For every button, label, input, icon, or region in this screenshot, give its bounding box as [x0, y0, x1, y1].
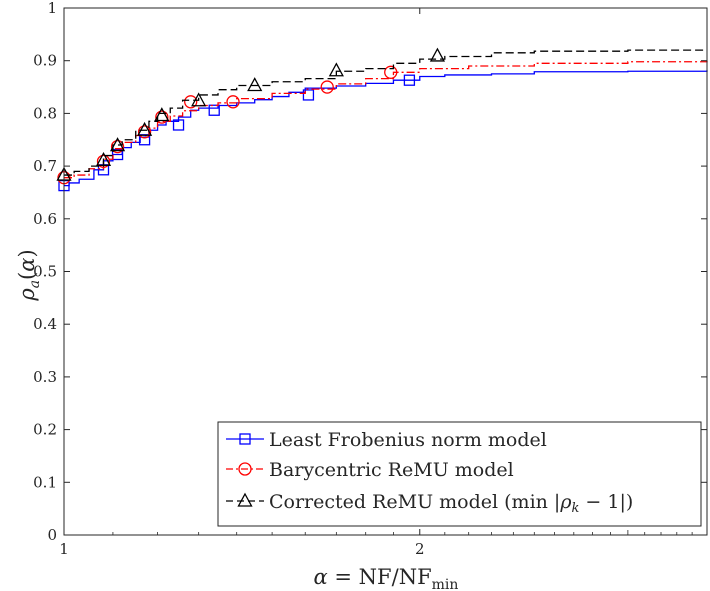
circle-marker — [137, 125, 152, 139]
series-line-1 — [64, 60, 708, 179]
triangle-marker — [328, 62, 344, 77]
triangle-marker-icon — [237, 492, 253, 507]
series-line-0 — [64, 70, 708, 187]
square-marker — [403, 74, 416, 86]
triangle-marker — [109, 137, 126, 152]
y-tick-label: 0.6 — [33, 210, 57, 228]
legend-label-barycentric: Barycentric ReMU model — [269, 459, 514, 481]
legend-label-corrected: Corrected ReMU model (min |ρk − 1|) — [269, 491, 633, 516]
circle-marker — [155, 110, 169, 124]
circle-marker — [226, 95, 240, 109]
x-axis-label: α = NF/NFmin — [314, 565, 459, 591]
y-tick-label: 0.3 — [33, 368, 57, 386]
y-tick-label: 0.1 — [33, 473, 57, 491]
triangle-marker — [247, 77, 263, 92]
square-marker — [208, 104, 220, 116]
y-tick-label: 0.2 — [33, 421, 57, 439]
y-tick-label: 0.5 — [33, 263, 57, 281]
legend-entry-corrected: Corrected ReMU model (min |ρk − 1|) — [226, 491, 633, 516]
triangle-marker — [136, 121, 153, 136]
y-tick-label: 0.8 — [33, 104, 57, 122]
triangle-marker — [191, 92, 207, 107]
legend: Least Frobenius norm model Barycentric R… — [217, 421, 702, 527]
x-tick-label: 2 — [415, 540, 425, 558]
triangle-marker — [95, 151, 112, 166]
y-tick-label: 1 — [47, 0, 57, 17]
square-marker-icon — [239, 433, 251, 445]
y-tick-label: 0.7 — [33, 157, 57, 175]
y-tick-label: 0.4 — [33, 315, 57, 333]
square-marker — [111, 148, 124, 161]
triangle-marker — [429, 47, 446, 62]
triangle-marker — [154, 107, 170, 122]
legend-entry-barycentric: Barycentric ReMU model — [226, 459, 514, 481]
circle-marker — [384, 65, 398, 79]
circle-marker — [96, 154, 111, 169]
series-layer — [56, 47, 708, 192]
y-axis-label: ρa(α) — [15, 249, 43, 301]
circle-marker — [184, 95, 198, 109]
series-line-2 — [64, 49, 707, 176]
ticks-layer: 0 0.1 0.2 0.3 0.4 0.5 0.6 0.7 0.8 0.9 1 1 2 — [33, 0, 707, 558]
legend-entry-least-frobenius: Least Frobenius norm model — [226, 429, 547, 451]
square-marker — [302, 89, 315, 101]
y-tick-label: 0.9 — [33, 52, 57, 70]
circle-marker-icon — [238, 462, 252, 476]
circle-marker — [110, 139, 125, 154]
y-tick-label: 0 — [47, 526, 57, 544]
legend-box — [217, 421, 702, 527]
circle-marker — [320, 80, 334, 94]
legend-label-least-frobenius: Least Frobenius norm model — [269, 429, 547, 451]
x-tick-label: 1 — [59, 540, 69, 558]
square-marker — [172, 119, 185, 131]
